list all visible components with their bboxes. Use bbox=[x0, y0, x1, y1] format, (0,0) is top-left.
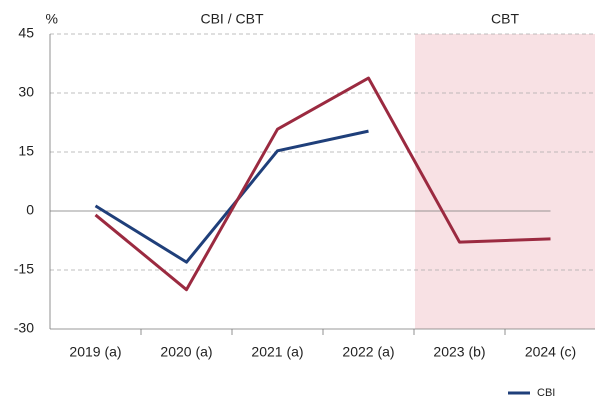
annotation: CBI / CBT bbox=[200, 11, 263, 27]
y-tick-label: 0 bbox=[26, 202, 34, 218]
y-tick-label: 15 bbox=[18, 143, 34, 159]
y-tick-label: 30 bbox=[18, 84, 34, 100]
x-tick-label: 2019 (a) bbox=[69, 344, 121, 360]
x-tick-label: 2021 (a) bbox=[251, 344, 303, 360]
shaded-region bbox=[415, 34, 595, 329]
x-tick-label: 2020 (a) bbox=[160, 344, 212, 360]
y-tick-label: -15 bbox=[14, 261, 34, 277]
y-tick-label: 45 bbox=[18, 25, 34, 41]
x-tick-label: 2024 (c) bbox=[525, 344, 576, 360]
series-line bbox=[94, 76, 551, 292]
y-axis-label: % bbox=[46, 11, 58, 27]
x-tick-label: 2022 (a) bbox=[342, 344, 394, 360]
x-tick-label: 2023 (b) bbox=[433, 344, 485, 360]
y-tick-label: -30 bbox=[14, 320, 34, 336]
series-line bbox=[94, 129, 369, 264]
annotation: CBT bbox=[491, 11, 519, 27]
legend-label: CBI bbox=[537, 387, 555, 399]
